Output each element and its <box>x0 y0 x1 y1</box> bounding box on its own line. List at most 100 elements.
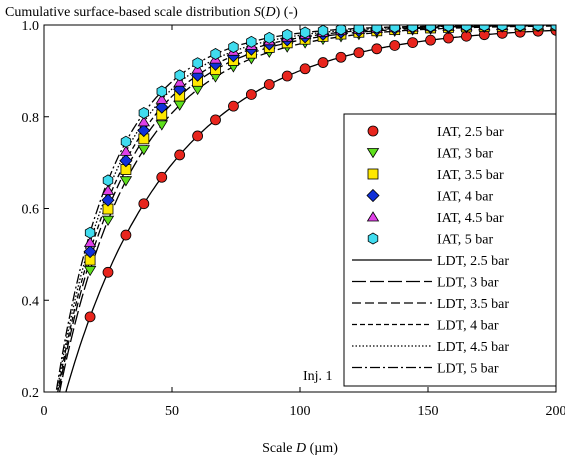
legend-label: IAT, 4 bar <box>437 190 493 205</box>
iat-point <box>317 25 329 37</box>
iat-point <box>461 25 472 32</box>
x-tick-label: 50 <box>165 404 179 419</box>
x-tick-label: 150 <box>418 404 439 419</box>
iat-point <box>101 215 115 226</box>
iat-point <box>192 130 204 142</box>
iat-point <box>443 25 454 32</box>
iat-point <box>335 51 347 63</box>
plot-frame <box>43 24 557 393</box>
legend-marker <box>367 232 379 245</box>
legend-label: IAT, 4.5 bar <box>437 211 504 226</box>
iat-point <box>210 114 221 126</box>
legend-marker <box>366 211 380 222</box>
iat-point <box>102 266 114 278</box>
iat-point <box>317 57 329 68</box>
legend-label: LDT, 4.5 bar <box>437 340 509 355</box>
iat-point <box>532 25 544 32</box>
iat-point <box>246 35 257 48</box>
iat-point <box>407 25 418 33</box>
iat-point <box>83 245 97 259</box>
legend-marker <box>366 148 380 159</box>
legend-label: IAT, 5 bar <box>437 233 493 248</box>
chart-title: Cumulative surface-based scale distribut… <box>5 5 298 20</box>
legend-label: LDT, 2.5 bar <box>437 254 509 269</box>
iat-point <box>389 25 400 33</box>
legend-label: IAT, 3 bar <box>437 147 493 162</box>
legend-label: LDT, 5 bar <box>437 362 499 377</box>
y-tick-label: 0.6 <box>22 203 40 218</box>
iat-point <box>137 116 151 127</box>
iat-point <box>138 107 150 119</box>
y-tick-label: 0.8 <box>22 111 40 126</box>
iat-point <box>101 193 115 207</box>
axis-ticks: 0 50 100 150 200 0.2 0.4 0.6 0.8 1.0 <box>22 19 565 419</box>
iat-point <box>155 100 169 114</box>
iat-point <box>281 70 293 82</box>
iat-point <box>102 174 114 187</box>
y-tick-label: 0.2 <box>22 386 40 401</box>
x-axis-label: Scale D (µm) <box>262 441 338 456</box>
iat-point <box>425 25 436 33</box>
iat-point <box>515 25 526 32</box>
iat-point <box>335 25 347 36</box>
iat-point <box>210 48 221 60</box>
legend: IAT, 2.5 bar IAT, 3 bar IAT, 3.5 bar IAT, 4… <box>343 113 557 387</box>
iat-point <box>228 41 239 54</box>
iat-point <box>119 176 133 187</box>
iat-point <box>137 145 151 156</box>
x-tick-label: 0 <box>41 404 48 419</box>
iat-point <box>281 28 293 41</box>
iat-point <box>138 198 150 210</box>
iat-point <box>101 184 115 195</box>
iat-point <box>299 63 311 75</box>
iat-point <box>479 25 490 32</box>
x-tick-label: 200 <box>546 404 565 419</box>
legend-label: IAT, 3.5 bar <box>437 168 504 183</box>
y-tick-label: 1.0 <box>22 19 40 34</box>
iat-point <box>84 311 96 323</box>
iat-point <box>119 145 133 156</box>
legend-label: LDT, 3 bar <box>437 276 499 291</box>
iat-point <box>371 43 383 55</box>
iat-point <box>263 79 275 90</box>
iat-point <box>120 229 132 241</box>
iat-point <box>371 25 383 34</box>
iat-point <box>299 26 311 39</box>
iat-point <box>155 93 169 104</box>
iat-point <box>84 226 96 239</box>
iat-point <box>173 76 186 87</box>
iat-point <box>264 31 275 44</box>
iat-point <box>389 40 401 51</box>
iat-point <box>245 89 257 100</box>
iat-point <box>119 154 133 168</box>
iat-point <box>83 236 97 247</box>
iat-point <box>192 57 203 70</box>
iat-point <box>156 171 168 183</box>
legend-label: IAT, 2.5 bar <box>437 125 504 140</box>
legend-label: LDT, 4 bar <box>437 319 499 334</box>
iat-point <box>443 32 454 44</box>
iat-point <box>353 47 365 59</box>
x-tick-label: 100 <box>290 404 311 419</box>
iat-point <box>228 100 239 112</box>
injection-annotation: Inj. 1 <box>303 369 333 384</box>
iat-point <box>155 120 169 131</box>
legend-label: LDT, 3.5 bar <box>437 297 509 312</box>
iat-markers <box>83 25 556 323</box>
iat-point <box>407 37 419 48</box>
legend-marker <box>367 125 379 137</box>
iat-point <box>174 149 186 161</box>
legend-box <box>343 113 557 387</box>
legend-marker <box>367 168 379 180</box>
iat-point <box>550 25 556 32</box>
ldt-curve <box>56 25 556 392</box>
legend-marker <box>366 188 380 203</box>
iat-point <box>120 135 132 148</box>
iat-point <box>497 25 508 32</box>
iat-point <box>156 85 167 98</box>
iat-point <box>353 25 365 35</box>
iat-point <box>83 265 97 277</box>
iat-point <box>174 69 185 82</box>
y-tick-label: 0.4 <box>22 294 40 309</box>
